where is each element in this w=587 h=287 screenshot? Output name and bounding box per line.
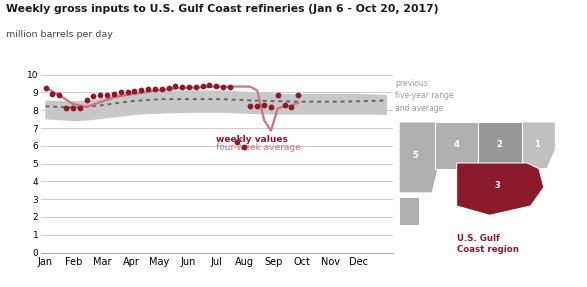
Point [68,105,77,110]
Text: U.S. Gulf
Coast region: U.S. Gulf Coast region [457,234,518,254]
Polygon shape [478,122,522,168]
Point [287,104,296,109]
Point [177,85,187,89]
Point [218,85,228,89]
Point [55,93,64,97]
Point [136,88,146,92]
Polygon shape [522,122,555,168]
Point [143,87,153,91]
Text: Weekly gross inputs to U.S. Gulf Coast refineries (Jan 6 - Oct 20, 2017): Weekly gross inputs to U.S. Gulf Coast r… [6,4,438,14]
Polygon shape [457,163,544,215]
Point [157,87,166,91]
Point [239,144,248,149]
Point [259,102,269,107]
Point [61,105,70,110]
Point [294,93,303,97]
Point [171,84,180,88]
Text: four-week average: four-week average [215,143,301,152]
Point [75,106,85,111]
Point [102,93,112,97]
Point [41,86,50,90]
Point [184,85,194,89]
Point [123,89,132,94]
Point [266,104,276,109]
Point [225,85,235,89]
Polygon shape [436,122,478,168]
Text: previous
five-year range
and average: previous five-year range and average [395,79,453,113]
Point [273,93,282,97]
Point [82,97,91,102]
Text: weekly values: weekly values [215,135,288,144]
Point [109,92,119,96]
Point [232,140,241,145]
Point [96,93,105,97]
Point [130,88,139,93]
Polygon shape [399,197,419,224]
Point [280,102,289,107]
Text: 5: 5 [413,151,419,160]
Point [205,83,214,88]
Point [164,86,173,90]
Point [246,104,255,108]
Point [211,84,221,88]
Point [150,87,160,91]
Point [89,94,98,98]
Point [48,92,57,96]
Point [116,90,126,95]
Text: million barrels per day: million barrels per day [6,30,113,39]
Text: 1: 1 [534,140,540,149]
Text: 3: 3 [495,181,501,190]
Text: 2: 2 [497,140,502,149]
Point [198,84,207,88]
Point [252,104,262,108]
Polygon shape [399,122,445,193]
Text: 4: 4 [454,140,460,149]
Point [191,85,200,89]
